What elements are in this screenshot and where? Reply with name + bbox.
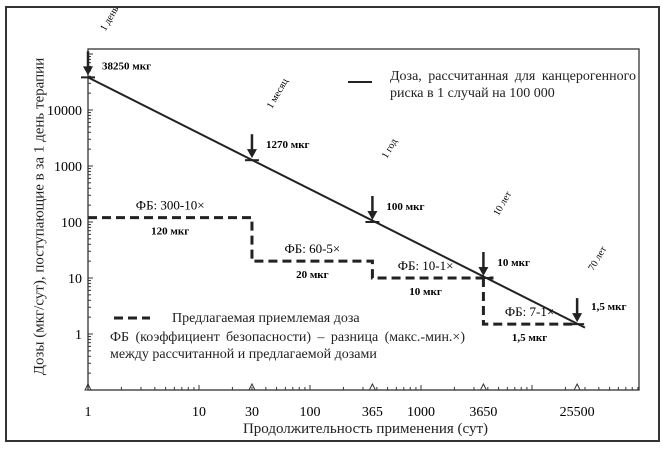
safety-factor-label: ФБ: 7-1× — [505, 304, 554, 319]
x-axis-triangle-marker — [573, 382, 581, 391]
plot-area — [87, 48, 640, 391]
period-label: 70 лет — [586, 244, 609, 273]
marker-dose-label: 38250 мкг — [102, 60, 151, 72]
series-line-acceptable-dose — [481, 278, 578, 326]
period-label: 1 день — [98, 4, 121, 33]
x-axis-label: Продолжительность применения (сут) — [242, 421, 489, 437]
x-axis-triangle-marker — [368, 382, 377, 391]
y-tick-label: 1000 — [54, 160, 82, 175]
x-tick-label: 30 — [245, 405, 259, 420]
safety-factor-label: ФБ: 300-10× — [136, 198, 205, 213]
y-tick-label: 1 — [75, 328, 82, 343]
series-line-calculated-dose — [87, 76, 586, 329]
step-dose-label: 120 мкг — [151, 226, 189, 238]
y-axis-label: Дозы (мкг/сут), поступающие в за 1 день … — [31, 57, 48, 376]
arrow-down-icon — [246, 149, 257, 159]
legend-dashed-text: Предлагаемая приемлемая доза — [172, 311, 360, 326]
legend-note-text: ФБ (коэффициент безопасности) – разница … — [110, 330, 465, 362]
arrow-down-icon — [478, 267, 489, 276]
legend-solid-text: Доза, рассчитанная для канцерогенного ри… — [390, 69, 636, 101]
safety-factor-label: ФБ: 60-5× — [284, 241, 340, 256]
period-label: 1 год — [380, 137, 400, 161]
x-tick-label: 1000 — [407, 405, 435, 420]
marker-dose-label: 1,5 мкг — [591, 301, 626, 313]
step-dose-label: 1,5 мкг — [512, 332, 547, 344]
y-tick-label: 10 — [68, 272, 82, 287]
period-label: 10 лет — [491, 189, 514, 218]
step-dose-label: 20 мкг — [296, 269, 329, 281]
arrow-down-icon — [572, 313, 583, 323]
x-tick-label: 1 — [85, 405, 92, 420]
x-tick-label: 100 — [300, 405, 321, 420]
period-label: 1 месяц — [265, 76, 291, 111]
x-tick-label: 10 — [192, 405, 206, 420]
step-dose-label: 10 мкг — [409, 286, 442, 298]
x-axis-triangle-marker — [479, 382, 488, 391]
arrow-down-icon — [367, 211, 378, 220]
x-axis-triangle-marker — [248, 382, 256, 391]
y-tick-label: 100 — [61, 216, 82, 231]
marker-dose-label: 1270 мкг — [266, 139, 310, 151]
marker-dose-label: 100 мкг — [386, 201, 424, 213]
x-tick-label: 365 — [362, 405, 383, 420]
safety-factor-label: ФБ: 10-1× — [398, 258, 454, 273]
figure-frame — [5, 6, 660, 442]
x-axis-triangle-marker — [84, 382, 92, 391]
series-line-acceptable-dose — [88, 216, 494, 280]
x-tick-label: 3650 — [469, 405, 497, 420]
x-tick-label: 25500 — [560, 405, 595, 420]
y-tick-label: 10000 — [47, 104, 82, 119]
marker-dose-label: 10 мкг — [497, 257, 530, 269]
arrow-down-icon — [83, 66, 93, 76]
